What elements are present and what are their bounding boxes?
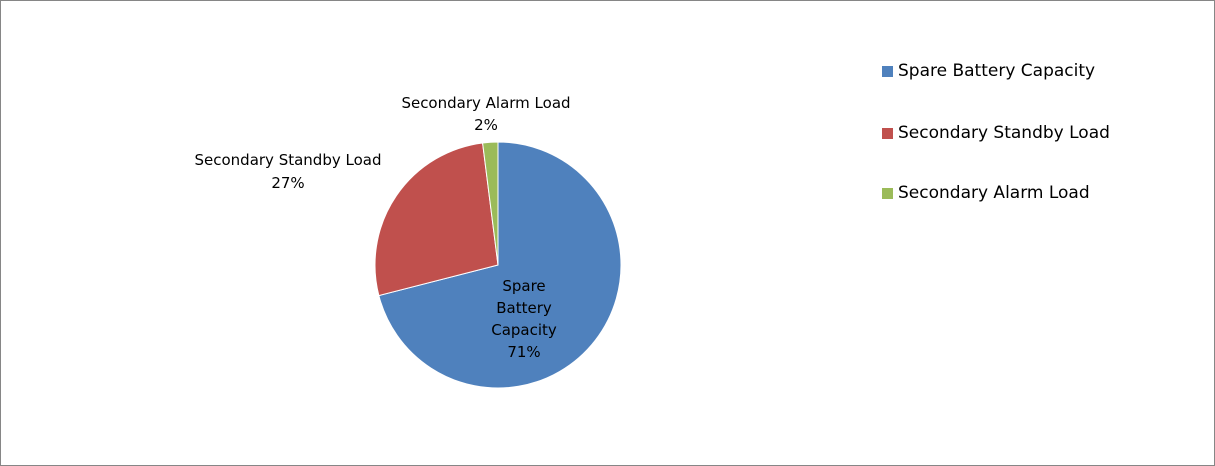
legend-swatch-blue [882, 66, 893, 77]
pie-slice-secondary-alarm-load [482, 141, 499, 266]
data-label-spare-battery-capacity: Spare Battery Capacity 71% [491, 277, 557, 361]
pie-data-labels: Spare Battery Capacity 71% Secondary Standby… [195, 94, 571, 361]
pie-slices [374, 141, 622, 389]
pie-slice-secondary-standby-load [374, 142, 499, 297]
legend-label: Spare Battery Capacity [898, 61, 1096, 81]
data-label-secondary-alarm-load: Secondary Alarm Load 2% [401, 94, 570, 134]
legend-label: Secondary Standby Load [898, 123, 1110, 143]
pie-slice-spare-battery-capacity [378, 141, 622, 389]
data-label-secondary-standby-load: Secondary Standby Load 27% [195, 151, 382, 192]
legend-label: Secondary Alarm Load [898, 183, 1090, 203]
legend-swatch-red [882, 128, 893, 139]
legend-swatch-green [882, 188, 893, 199]
